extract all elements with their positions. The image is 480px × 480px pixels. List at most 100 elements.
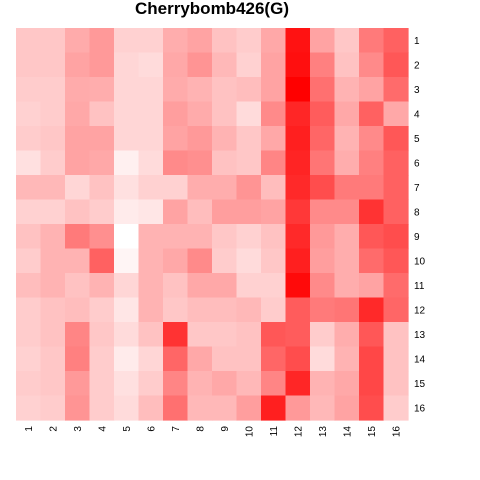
heatmap-cell	[163, 371, 189, 397]
heatmap-cell	[187, 28, 213, 54]
heatmap-cell	[359, 273, 385, 299]
heatmap-cell	[261, 101, 287, 127]
heatmap-cell	[334, 77, 360, 103]
heatmap-cell	[310, 322, 336, 348]
heatmap-cell	[359, 248, 385, 274]
heatmap-cell	[334, 273, 360, 299]
column-tick-label: 9	[220, 426, 231, 432]
heatmap-cell	[138, 224, 164, 250]
heatmap-cell	[310, 175, 336, 201]
heatmap-cell	[236, 28, 262, 54]
column-tick-label: 6	[146, 426, 157, 432]
column-tick-label: 11	[269, 426, 280, 437]
heatmap-cell	[40, 371, 66, 397]
heatmap-cell	[310, 297, 336, 323]
heatmap-cell	[65, 224, 91, 250]
heatmap-cell	[65, 101, 91, 127]
heatmap-cell	[187, 273, 213, 299]
heatmap-cell	[383, 224, 409, 250]
heatmap-cell	[138, 248, 164, 274]
heatmap-cell	[138, 28, 164, 54]
heatmap-cell	[89, 248, 115, 274]
heatmap-cell	[236, 101, 262, 127]
heatmap-cell	[16, 248, 42, 274]
heatmap-cell	[163, 199, 189, 225]
heatmap-cell	[89, 224, 115, 250]
heatmap-cell	[383, 150, 409, 176]
heatmap-cell	[89, 28, 115, 54]
heatmap-cell	[334, 346, 360, 372]
heatmap-cell	[261, 346, 287, 372]
heatmap-cell	[89, 297, 115, 323]
heatmap-cell	[16, 28, 42, 54]
heatmap-cell	[236, 175, 262, 201]
heatmap-cell	[187, 248, 213, 274]
heatmap-cell	[138, 101, 164, 127]
heatmap-cell	[334, 395, 360, 421]
heatmap-cell	[138, 52, 164, 78]
heatmap-cell	[383, 273, 409, 299]
column-tick-label: 13	[318, 426, 329, 438]
heatmap-cell	[114, 199, 140, 225]
heatmap-cells	[16, 28, 409, 421]
heatmap-cell	[16, 346, 42, 372]
heatmap-cell	[334, 150, 360, 176]
heatmap-cell	[16, 126, 42, 152]
heatmap-cell	[16, 297, 42, 323]
heatmap-cell	[65, 52, 91, 78]
heatmap-cell	[65, 199, 91, 225]
row-tick-label: 1	[414, 36, 420, 47]
heatmap-cell	[65, 297, 91, 323]
chart-title: Cherrybomb426(G)	[135, 0, 289, 18]
heatmap-cell	[114, 28, 140, 54]
heatmap-cell	[359, 322, 385, 348]
heatmap-cell	[40, 28, 66, 54]
heatmap-cell	[40, 322, 66, 348]
column-tick-label: 8	[195, 426, 206, 432]
column-tick-label: 1	[24, 426, 35, 432]
heatmap-cell	[310, 77, 336, 103]
heatmap-cell	[65, 273, 91, 299]
heatmap-cell	[212, 150, 238, 176]
row-tick-label: 15	[414, 379, 426, 390]
heatmap-cell	[383, 52, 409, 78]
heatmap-cell	[285, 273, 311, 299]
heatmap-cell	[89, 371, 115, 397]
column-tick-label: 16	[391, 426, 402, 438]
heatmap-cell	[310, 273, 336, 299]
heatmap-cell	[334, 175, 360, 201]
heatmap-cell	[163, 150, 189, 176]
heatmap-cell	[383, 346, 409, 372]
heatmap-cell	[310, 101, 336, 127]
heatmap-cell	[187, 346, 213, 372]
heatmap-cell	[236, 248, 262, 274]
heatmap-cell	[163, 126, 189, 152]
heatmap-cell	[359, 297, 385, 323]
heatmap-cell	[236, 150, 262, 176]
heatmap-cell	[285, 28, 311, 54]
heatmap-cell	[138, 175, 164, 201]
heatmap-cell	[383, 297, 409, 323]
heatmap-cell	[65, 322, 91, 348]
heatmap-cell	[187, 77, 213, 103]
heatmap-cell	[163, 224, 189, 250]
row-tick-label: 8	[414, 207, 420, 218]
heatmap-cell	[212, 52, 238, 78]
heatmap-cell	[359, 371, 385, 397]
heatmap-cell	[65, 371, 91, 397]
row-tick-label: 13	[414, 330, 426, 341]
heatmap-cell	[40, 101, 66, 127]
heatmap-cell	[65, 395, 91, 421]
heatmap-cell	[138, 395, 164, 421]
heatmap-cell	[236, 77, 262, 103]
row-tick-label: 11	[414, 281, 425, 292]
heatmap-cell	[285, 52, 311, 78]
heatmap-cell	[310, 150, 336, 176]
heatmap-cell	[89, 322, 115, 348]
heatmap-cell	[40, 297, 66, 323]
heatmap-cell	[261, 322, 287, 348]
heatmap-cell	[212, 224, 238, 250]
heatmap-cell	[212, 273, 238, 299]
